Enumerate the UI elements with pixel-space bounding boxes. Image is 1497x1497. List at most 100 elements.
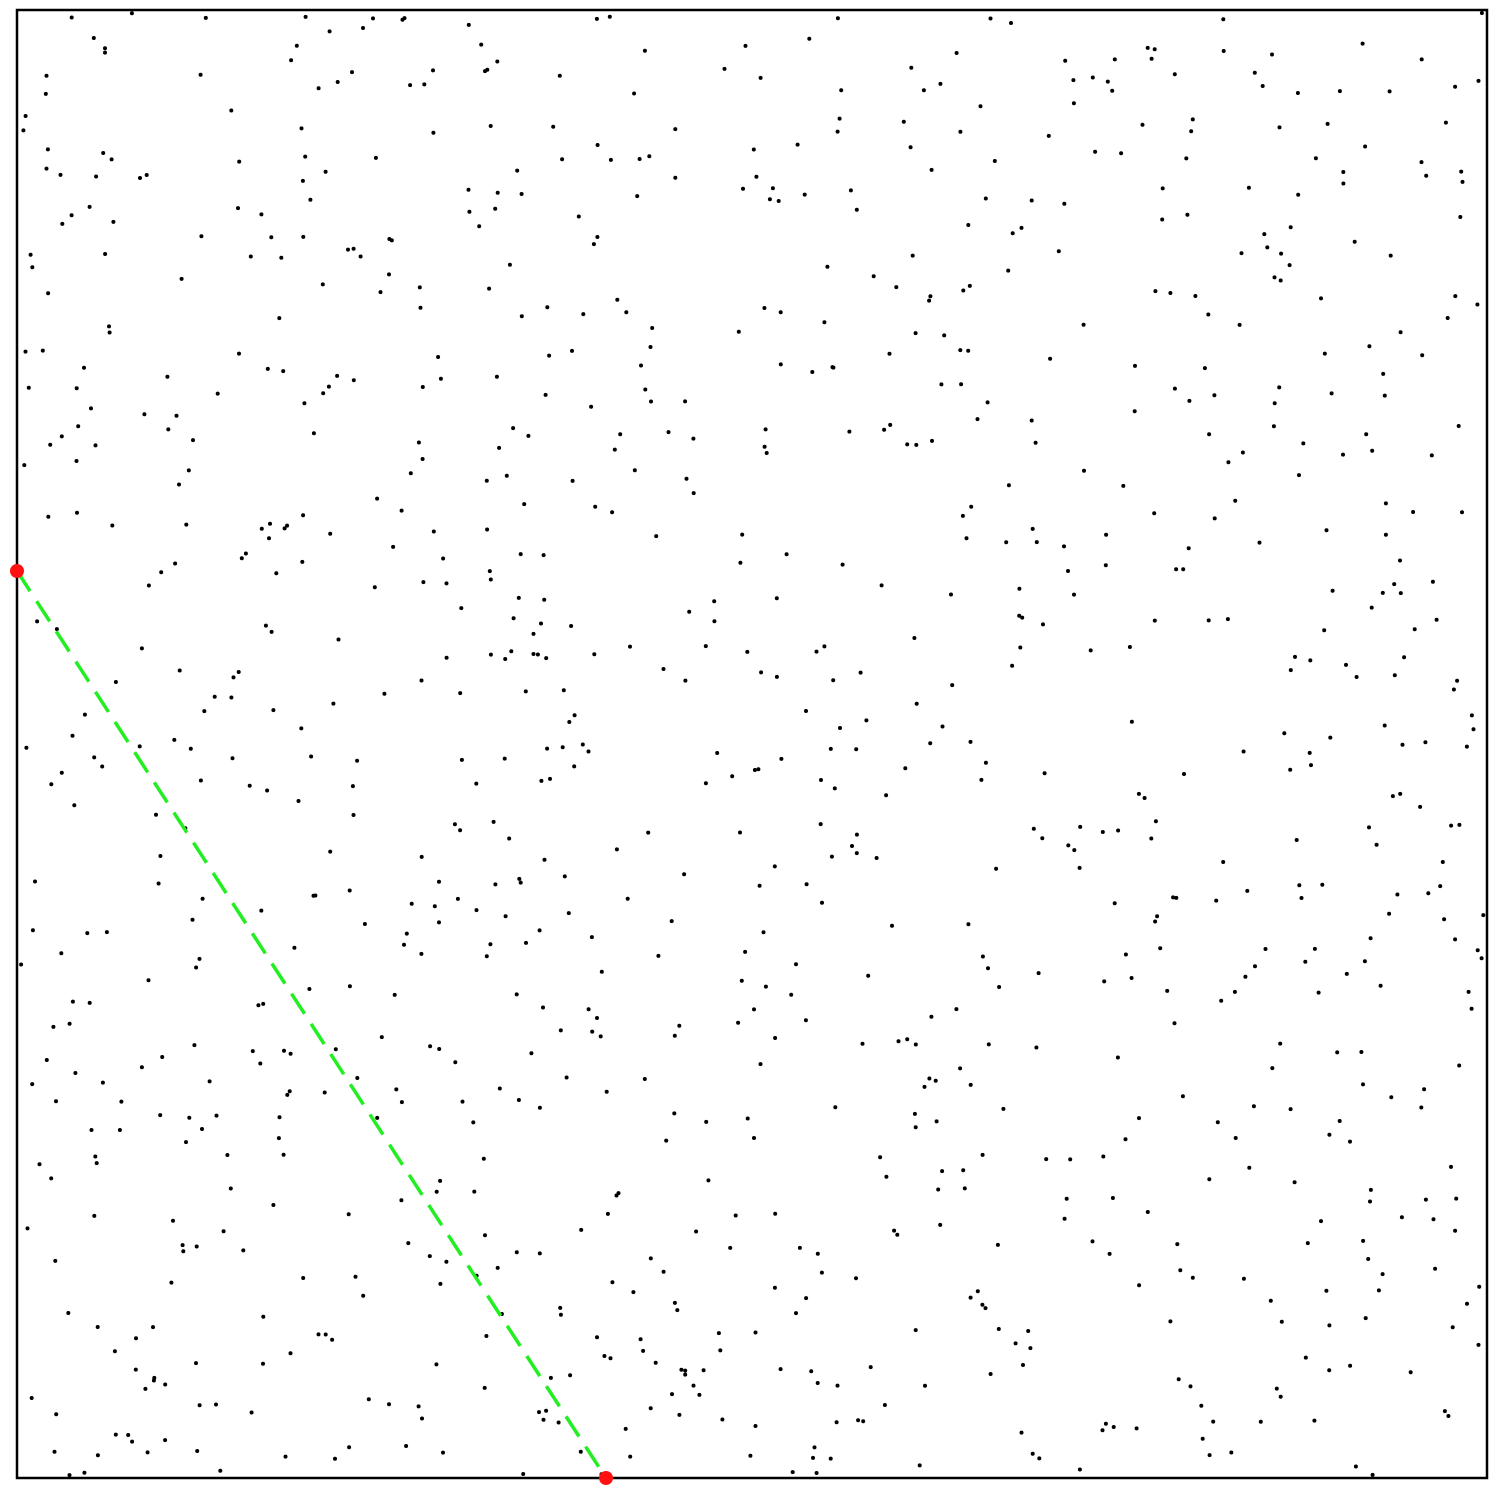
dot	[560, 745, 565, 750]
dot	[761, 930, 766, 935]
dot	[758, 75, 763, 80]
dot	[279, 255, 284, 260]
dot	[1207, 1453, 1212, 1458]
dot	[778, 310, 783, 315]
dot	[30, 1082, 35, 1087]
dot	[514, 1250, 519, 1255]
dot	[545, 305, 550, 310]
dot	[975, 1289, 980, 1294]
dot	[444, 655, 449, 660]
dot	[1411, 510, 1416, 514]
dot	[1277, 125, 1282, 130]
dot	[186, 468, 191, 473]
dot	[838, 726, 842, 730]
dot	[677, 1412, 682, 1417]
dot	[905, 1037, 910, 1042]
dot	[458, 691, 463, 696]
dot	[1155, 914, 1160, 919]
dot	[1419, 160, 1424, 165]
dot	[1445, 316, 1450, 320]
dot	[335, 373, 340, 378]
dot	[964, 536, 969, 541]
dot	[1270, 1066, 1275, 1071]
dot	[67, 1021, 72, 1026]
dot	[958, 348, 963, 353]
dot	[939, 382, 944, 387]
dot	[1360, 41, 1365, 46]
dot	[537, 1410, 541, 1415]
dot	[542, 857, 547, 862]
dot	[994, 866, 999, 871]
dot	[985, 400, 990, 405]
dot	[847, 429, 852, 434]
dot	[1153, 289, 1158, 294]
dot	[194, 965, 199, 970]
dot	[394, 1087, 399, 1092]
dot	[1369, 605, 1374, 610]
dot	[281, 369, 286, 374]
dot	[459, 757, 464, 762]
dot	[1026, 1329, 1031, 1333]
dot	[495, 59, 500, 64]
dot	[687, 609, 692, 614]
dot	[1063, 58, 1068, 63]
dot	[165, 374, 170, 379]
dot	[212, 694, 217, 699]
dot	[720, 1417, 725, 1422]
dot	[1378, 983, 1383, 988]
dot	[303, 14, 308, 19]
dot	[129, 11, 134, 16]
dot	[485, 527, 490, 532]
dot	[738, 830, 742, 835]
dot	[1457, 822, 1462, 827]
dot	[1362, 959, 1367, 964]
dot	[1245, 888, 1250, 893]
dot	[24, 745, 29, 750]
dot	[1341, 452, 1345, 457]
dot	[103, 252, 108, 256]
dot	[239, 556, 244, 561]
dot	[1153, 919, 1158, 924]
dot	[539, 621, 543, 626]
dot	[355, 1076, 360, 1080]
dot	[163, 1438, 168, 1443]
dot	[434, 1189, 439, 1194]
dot	[794, 1311, 798, 1316]
dot	[529, 1051, 534, 1056]
dot	[1152, 618, 1157, 623]
dot	[1081, 322, 1086, 327]
dot	[661, 1269, 666, 1274]
dot	[1018, 645, 1023, 650]
dot	[759, 670, 764, 675]
dot	[174, 413, 179, 418]
dot	[809, 1369, 814, 1374]
dot	[323, 169, 328, 174]
dot	[466, 187, 471, 192]
dot	[1116, 828, 1121, 833]
dot	[917, 1463, 922, 1468]
dot	[54, 1099, 58, 1104]
dot	[868, 1365, 873, 1370]
dot	[507, 262, 512, 267]
dot	[704, 1119, 709, 1124]
dot	[488, 124, 493, 128]
dot	[350, 70, 354, 75]
dot	[835, 16, 840, 21]
dot	[323, 1332, 328, 1337]
dot	[1329, 391, 1334, 396]
dot	[171, 1218, 175, 1223]
dot	[691, 1383, 696, 1388]
dot	[1341, 181, 1346, 186]
dot	[1193, 294, 1198, 298]
dot	[1239, 251, 1244, 256]
dot	[1387, 911, 1392, 916]
dot	[1243, 974, 1248, 979]
dot	[1186, 546, 1191, 551]
dot	[1111, 1425, 1116, 1429]
dot	[282, 1048, 286, 1053]
dot	[431, 68, 435, 73]
dot	[1476, 78, 1481, 83]
dot	[682, 872, 687, 877]
dot	[624, 310, 629, 315]
dot	[544, 656, 549, 661]
